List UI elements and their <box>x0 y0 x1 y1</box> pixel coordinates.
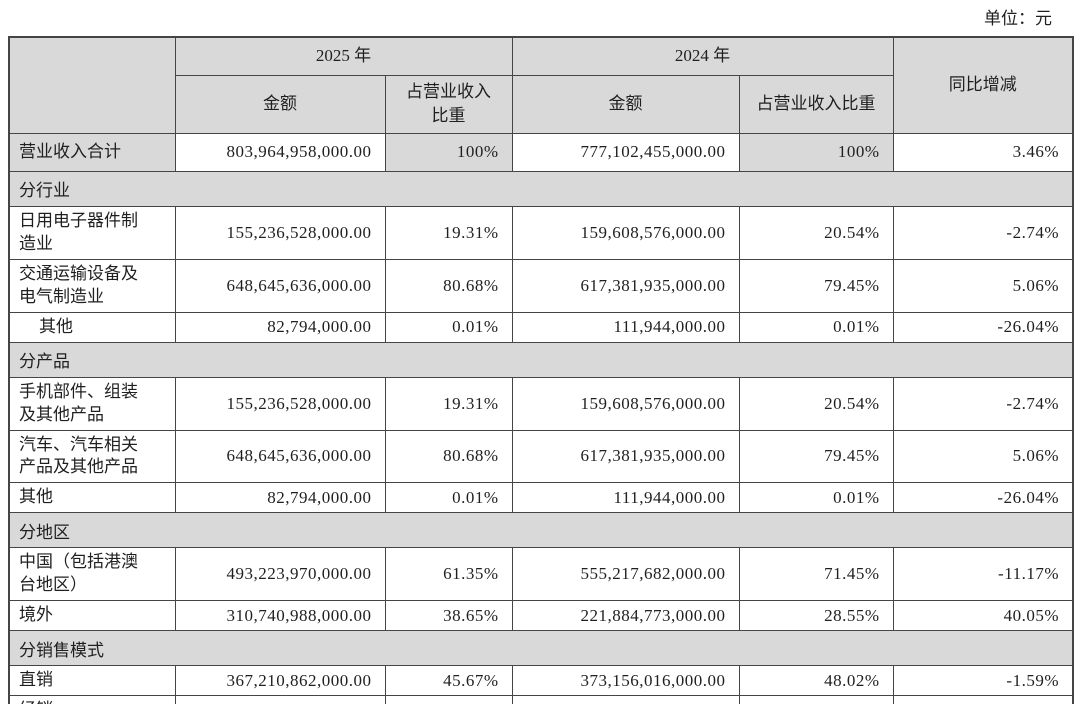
amount-2024: 373,156,016,000.00 <box>511 665 740 697</box>
amount-2025: 436,754,096,000.00 <box>174 695 386 704</box>
header-pct-2025: 占营业收入 比重 <box>384 74 513 134</box>
yoy-change: -2.74% <box>892 205 1074 260</box>
amount-2024: 403,946,439,000.00 <box>511 695 740 704</box>
header-year-2025: 2025 年 <box>174 36 513 76</box>
amount-2025: 82,794,000.00 <box>174 311 386 343</box>
pct-2025: 45.67% <box>384 665 513 697</box>
row-label: 中国（包括港澳 台地区） <box>8 547 176 602</box>
amount-2025: 493,223,970,000.00 <box>174 547 386 602</box>
header-year-2024: 2024 年 <box>511 36 894 76</box>
amount-2024: 111,944,000.00 <box>511 482 740 514</box>
pct-2025: 19.31% <box>384 376 513 431</box>
table-row-overseas: 境外 310,740,988,000.00 38.65% 221,884,773… <box>8 600 1074 632</box>
amount-2024: 221,884,773,000.00 <box>511 600 740 632</box>
section-row-by-product: 分产品 <box>8 341 1074 378</box>
row-label: 汽车、汽车相关 产品及其他产品 <box>8 429 176 484</box>
table-row-transport-equipment: 交通运输设备及 电气制造业 648,645,636,000.00 80.68% … <box>8 258 1074 313</box>
pct-2024: 51.98% <box>738 695 894 704</box>
header-row-measures: 金额 占营业收入 比重 金额 占营业收入比重 <box>9 74 1073 134</box>
amount-2024: 555,217,682,000.00 <box>511 547 740 602</box>
amount-2024: 111,944,000.00 <box>511 311 740 343</box>
pct-2025: 80.68% <box>384 258 513 313</box>
yoy-change: 5.06% <box>892 258 1074 313</box>
section-row-by-sales-model: 分销售模式 <box>8 630 1074 667</box>
pct-2024: 20.54% <box>738 205 894 260</box>
yoy-change: 5.06% <box>892 429 1074 484</box>
table-row-other-product: 其他 82,794,000.00 0.01% 111,944,000.00 0.… <box>8 482 1074 514</box>
amount-2025: 310,740,988,000.00 <box>174 600 386 632</box>
table-row-phone-components: 手机部件、组装 及其他产品 155,236,528,000.00 19.31% … <box>8 376 1074 431</box>
yoy-change: -26.04% <box>892 311 1074 343</box>
amount-2024: 159,608,576,000.00 <box>511 205 740 260</box>
pct-2025: 19.31% <box>384 205 513 260</box>
table-row-total-revenue: 营业收入合计 803,964,958,000.00 100% 777,102,4… <box>8 132 1074 172</box>
section-label: 分行业 <box>8 170 1074 207</box>
yoy-change: 8.12% <box>892 695 1074 704</box>
row-label: 交通运输设备及 电气制造业 <box>8 258 176 313</box>
pct-2025: 100% <box>384 132 513 172</box>
pct-2024: 0.01% <box>738 482 894 514</box>
pct-2025: 61.35% <box>384 547 513 602</box>
amount-2025: 155,236,528,000.00 <box>174 376 386 431</box>
row-label: 直销 <box>8 665 176 697</box>
section-label: 分销售模式 <box>8 630 1074 667</box>
yoy-change: 3.46% <box>892 132 1074 172</box>
amount-2025: 648,645,636,000.00 <box>174 429 386 484</box>
amount-2024: 617,381,935,000.00 <box>511 429 740 484</box>
yoy-change: -26.04% <box>892 482 1074 514</box>
header-blank-cell <box>8 36 176 134</box>
table-row-direct-sales: 直销 367,210,862,000.00 45.67% 373,156,016… <box>8 665 1074 697</box>
pct-2025: 80.68% <box>384 429 513 484</box>
header-amount-2025: 金额 <box>174 74 386 134</box>
row-label: 手机部件、组装 及其他产品 <box>8 376 176 431</box>
section-label: 分产品 <box>8 341 1074 378</box>
pct-2024: 71.45% <box>738 547 894 602</box>
amount-2024: 777,102,455,000.00 <box>511 132 740 172</box>
pct-2024: 48.02% <box>738 665 894 697</box>
row-label: 日用电子器件制 造业 <box>8 205 176 260</box>
row-label: 经销 <box>8 695 176 704</box>
header-row-years: 2025 年 2024 年 同比增减 <box>8 36 1074 134</box>
pct-2024: 100% <box>738 132 894 172</box>
amount-2025: 82,794,000.00 <box>174 482 386 514</box>
row-label: 其他 <box>8 311 176 343</box>
table-row-china: 中国（包括港澳 台地区） 493,223,970,000.00 61.35% 5… <box>8 547 1074 602</box>
table-row-other-industry: 其他 82,794,000.00 0.01% 111,944,000.00 0.… <box>8 311 1074 343</box>
header-yoy-change: 同比增减 <box>892 36 1074 134</box>
pct-2025: 54.33% <box>384 695 513 704</box>
pct-2025: 0.01% <box>384 482 513 514</box>
yoy-change: -2.74% <box>892 376 1074 431</box>
pct-2024: 79.45% <box>738 429 894 484</box>
revenue-breakdown-table: 2025 年 2024 年 同比增减 金额 占营业收入 比重 金额 占营业收入比… <box>8 36 1074 704</box>
pct-2024: 0.01% <box>738 311 894 343</box>
section-row-by-industry: 分行业 <box>8 170 1074 207</box>
row-label: 营业收入合计 <box>8 132 176 172</box>
header-amount-2024: 金额 <box>511 74 740 134</box>
table-row-distribution: 经销 436,754,096,000.00 54.33% 403,946,439… <box>8 695 1074 704</box>
amount-2024: 159,608,576,000.00 <box>511 376 740 431</box>
amount-2025: 648,645,636,000.00 <box>174 258 386 313</box>
amount-2025: 367,210,862,000.00 <box>174 665 386 697</box>
yoy-change: -1.59% <box>892 665 1074 697</box>
pct-2025: 38.65% <box>384 600 513 632</box>
table-row-consumer-electronics: 日用电子器件制 造业 155,236,528,000.00 19.31% 159… <box>8 205 1074 260</box>
amount-2025: 155,236,528,000.00 <box>174 205 386 260</box>
pct-2024: 79.45% <box>738 258 894 313</box>
row-label: 境外 <box>8 600 176 632</box>
yoy-change: -11.17% <box>892 547 1074 602</box>
amount-2025: 803,964,958,000.00 <box>174 132 386 172</box>
pct-2024: 20.54% <box>738 376 894 431</box>
row-label: 其他 <box>8 482 176 514</box>
pct-2024: 28.55% <box>738 600 894 632</box>
table-row-automobiles: 汽车、汽车相关 产品及其他产品 648,645,636,000.00 80.68… <box>8 429 1074 484</box>
header-pct-2024: 占营业收入比重 <box>738 74 894 134</box>
section-row-by-region: 分地区 <box>8 512 1074 549</box>
yoy-change: 40.05% <box>892 600 1074 632</box>
section-label: 分地区 <box>8 512 1074 549</box>
pct-2025: 0.01% <box>384 311 513 343</box>
amount-2024: 617,381,935,000.00 <box>511 258 740 313</box>
unit-label: 单位：元 <box>984 9 1052 28</box>
